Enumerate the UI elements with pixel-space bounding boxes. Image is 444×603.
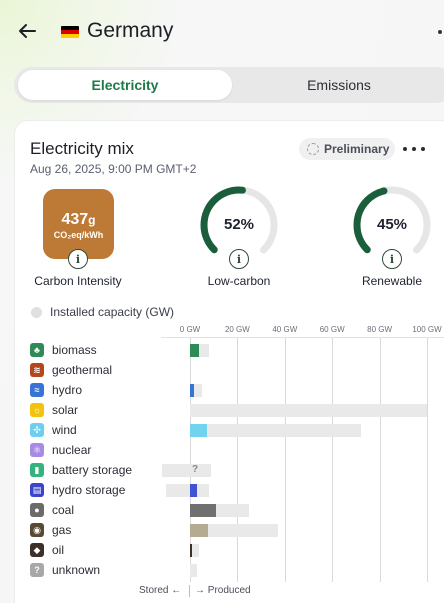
renewable-label: Renewable: [361, 274, 423, 288]
carbon-intensity-label: Carbon Intensity: [34, 274, 122, 288]
oil-drop-icon: ◆: [30, 543, 44, 557]
source-label: solar: [52, 403, 79, 417]
unknown-value-marker: ?: [192, 464, 199, 475]
coal-icon: ●: [30, 503, 44, 517]
source-label: unknown: [52, 563, 101, 577]
axis-tick-label: 80 GW: [367, 325, 393, 334]
axis-line: [161, 337, 444, 338]
carbon-intensity-value: 437g: [61, 211, 96, 228]
atom-icon: ⚛: [30, 443, 44, 457]
low-carbon-label: Low-carbon: [207, 274, 271, 288]
tab-emissions[interactable]: Emissions: [307, 77, 371, 93]
low-carbon-value: 52%: [223, 216, 255, 233]
low-carbon-gauge: [200, 186, 278, 264]
battery-icon: ▮: [30, 463, 44, 477]
preliminary-badge[interactable]: Preliminary: [299, 138, 395, 160]
source-label: coal: [52, 503, 75, 517]
axis-tick-label: 20 GW: [224, 325, 250, 334]
source-row-biomass[interactable]: ♣ biomass: [0, 340, 444, 360]
info-icon[interactable]: i: [229, 249, 249, 269]
source-row-nuclear[interactable]: ⚛ nuclear: [0, 440, 444, 460]
production-bar: [190, 524, 208, 537]
produced-axis-label: → Produced: [195, 585, 251, 596]
dam-icon: ▤: [30, 483, 44, 497]
more-options-icon[interactable]: [403, 140, 425, 158]
grid-line: [332, 337, 334, 582]
question-icon: ?: [30, 563, 44, 577]
source-label: geothermal: [52, 363, 113, 377]
source-row-coal[interactable]: ● coal: [0, 500, 444, 520]
card-datetime: Aug 26, 2025, 9:00 PM GMT+2: [30, 162, 197, 176]
capacity-bar: [190, 524, 278, 537]
axis-tick-label: 100 GW: [412, 325, 442, 334]
back-arrow-icon[interactable]: [16, 20, 38, 42]
capacity-toggle-label: Installed capacity (GW): [50, 305, 175, 319]
stored-capacity-bar: [166, 484, 190, 497]
capacity-bar: [190, 384, 202, 397]
renewable-value: 45%: [376, 216, 408, 233]
grid-line: [190, 337, 191, 582]
capacity-bar: [190, 464, 212, 477]
capacity-bar: [190, 404, 427, 417]
capacity-toggle[interactable]: [31, 307, 42, 318]
stored-capacity-bar: [161, 464, 190, 477]
source-row-battery-storage[interactable]: ▮ battery storage?: [0, 460, 444, 480]
renewable-gauge: [353, 186, 431, 264]
source-label: hydro: [52, 383, 83, 397]
top-bar: Germany: [0, 0, 444, 62]
production-bar: [190, 484, 198, 497]
stored-axis-label: Stored ←: [139, 585, 182, 596]
source-row-wind[interactable]: ✣ wind: [0, 420, 444, 440]
capacity-bar: [190, 544, 200, 557]
production-bar: [190, 384, 194, 397]
source-row-unknown[interactable]: ? unknown: [0, 560, 444, 580]
grid-line: [284, 337, 286, 582]
source-label: nuclear: [52, 443, 92, 457]
tab-electricity[interactable]: Electricity: [18, 70, 232, 100]
water-icon: ≈: [30, 383, 44, 397]
capacity-bar: [190, 424, 361, 437]
production-bar: [190, 544, 192, 557]
carbon-intensity-unit: CO₂eq/kWh: [53, 230, 104, 240]
sun-icon: ☼: [30, 403, 44, 417]
axis-tick-label: 40 GW: [272, 325, 298, 334]
production-bar: [190, 424, 207, 437]
leaf-icon: ♣: [30, 343, 44, 357]
production-bar: [190, 504, 217, 517]
source-row-hydro[interactable]: ≈ hydro: [0, 380, 444, 400]
source-label: battery storage: [52, 463, 133, 477]
source-row-gas[interactable]: ◉ gas: [0, 520, 444, 540]
source-row-hydro-storage[interactable]: ▤ hydro storage: [0, 480, 444, 500]
axis-tick-label: 0 GW: [179, 325, 201, 334]
page-title: Germany: [87, 19, 174, 42]
source-label: hydro storage: [52, 483, 126, 497]
heat-icon: ≋: [30, 363, 44, 377]
axis-divider: [189, 585, 190, 597]
info-icon[interactable]: i: [382, 249, 402, 269]
tab-bar: Electricity Emissions: [14, 67, 444, 103]
grid-line: [237, 337, 239, 582]
source-row-oil[interactable]: ◆ oil: [0, 540, 444, 560]
flame-icon: ◉: [30, 523, 44, 537]
overflow-dot: [438, 30, 442, 34]
wind-turbine-icon: ✣: [30, 423, 44, 437]
carbon-intensity-box: 437g CO₂eq/kWh: [43, 189, 114, 259]
capacity-bar: [190, 564, 198, 577]
source-label: oil: [52, 543, 65, 557]
preliminary-label: Preliminary: [324, 142, 390, 156]
card-title: Electricity mix: [30, 139, 134, 158]
germany-flag-icon: [61, 26, 79, 38]
production-bar: [190, 344, 200, 357]
source-row-geothermal[interactable]: ≋ geothermal: [0, 360, 444, 380]
info-icon[interactable]: i: [68, 249, 88, 269]
loading-icon: [307, 143, 319, 155]
source-row-solar[interactable]: ☼ solar: [0, 400, 444, 420]
grid-line: [379, 337, 381, 582]
source-label: gas: [52, 523, 72, 537]
grid-line: [427, 337, 428, 582]
source-label: biomass: [52, 343, 97, 357]
source-label: wind: [52, 423, 77, 437]
axis-tick-label: 60 GW: [319, 325, 345, 334]
